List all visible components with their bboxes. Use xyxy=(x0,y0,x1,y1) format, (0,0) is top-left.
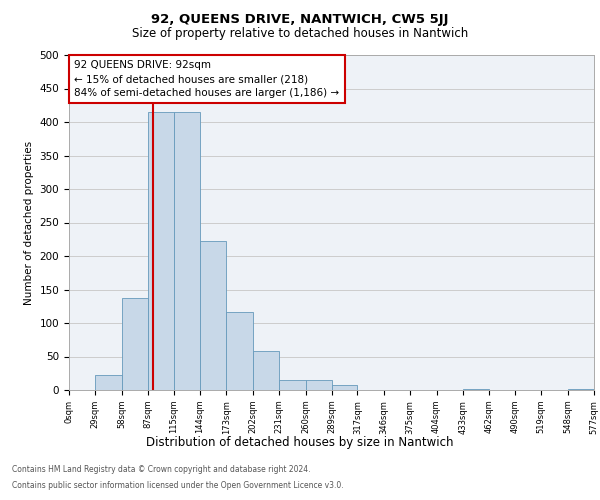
Bar xyxy=(148,112,173,390)
Y-axis label: Number of detached properties: Number of detached properties xyxy=(24,140,34,304)
Text: Contains HM Land Registry data © Crown copyright and database right 2024.: Contains HM Land Registry data © Crown c… xyxy=(12,466,311,474)
Bar xyxy=(226,312,253,390)
Bar xyxy=(279,380,305,390)
Bar xyxy=(95,376,122,390)
Bar xyxy=(200,240,226,390)
Bar xyxy=(122,298,148,390)
Bar xyxy=(305,380,332,390)
Text: Distribution of detached houses by size in Nantwich: Distribution of detached houses by size … xyxy=(146,436,454,449)
Text: 92 QUEENS DRIVE: 92sqm
← 15% of detached houses are smaller (218)
84% of semi-de: 92 QUEENS DRIVE: 92sqm ← 15% of detached… xyxy=(74,60,340,98)
Bar xyxy=(332,386,358,390)
Text: 92, QUEENS DRIVE, NANTWICH, CW5 5JJ: 92, QUEENS DRIVE, NANTWICH, CW5 5JJ xyxy=(151,12,449,26)
Bar xyxy=(253,351,279,390)
Bar xyxy=(173,112,200,390)
Text: Size of property relative to detached houses in Nantwich: Size of property relative to detached ho… xyxy=(132,28,468,40)
Text: Contains public sector information licensed under the Open Government Licence v3: Contains public sector information licen… xyxy=(12,480,344,490)
